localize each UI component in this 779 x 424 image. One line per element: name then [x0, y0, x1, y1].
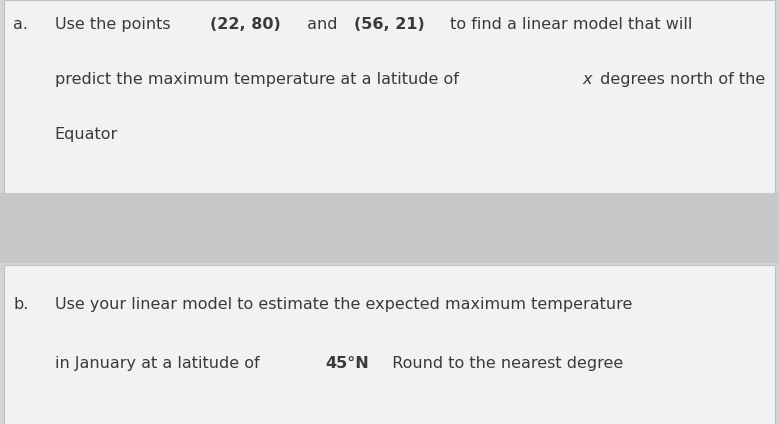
Text: to find a linear model that will: to find a linear model that will — [446, 17, 693, 32]
Text: Equator: Equator — [55, 127, 118, 142]
Text: and: and — [301, 17, 342, 32]
Text: Use the points: Use the points — [55, 17, 175, 32]
FancyBboxPatch shape — [4, 265, 775, 424]
Text: Round to the nearest degree: Round to the nearest degree — [382, 356, 623, 371]
Text: 45°N: 45°N — [325, 356, 369, 371]
Text: (56, 21): (56, 21) — [354, 17, 425, 32]
Text: Use your linear model to estimate the expected maximum temperature: Use your linear model to estimate the ex… — [55, 297, 632, 312]
Text: predict the maximum temperature at a latitude of: predict the maximum temperature at a lat… — [55, 72, 464, 87]
Text: b.: b. — [13, 297, 29, 312]
FancyBboxPatch shape — [4, 0, 775, 193]
Text: x: x — [582, 72, 592, 87]
FancyBboxPatch shape — [0, 193, 779, 263]
Text: (22, 80): (22, 80) — [210, 17, 281, 32]
Text: in January at a latitude of: in January at a latitude of — [55, 356, 264, 371]
Text: a.: a. — [13, 17, 28, 32]
Text: degrees north of the: degrees north of the — [594, 72, 765, 87]
